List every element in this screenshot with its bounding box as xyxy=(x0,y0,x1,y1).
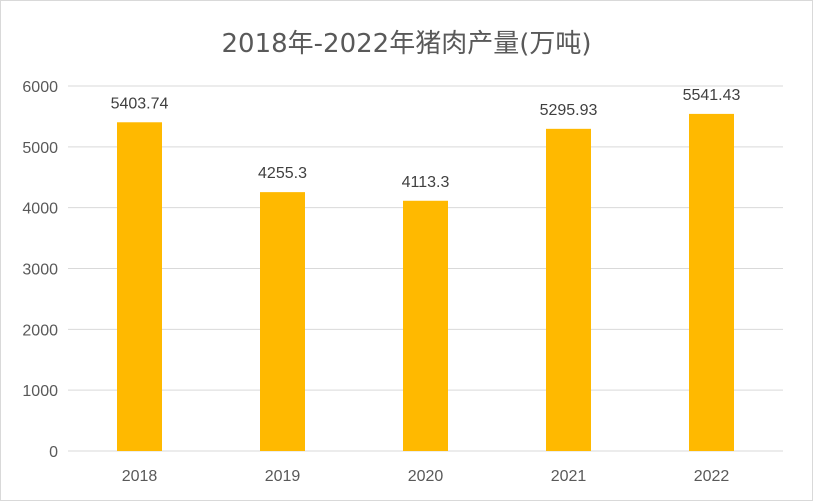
bar-2020 xyxy=(403,200,448,451)
chart-title: 2018年-2022年猪肉产量(万吨) xyxy=(221,29,592,59)
y-tick-label: 6000 xyxy=(22,79,58,96)
data-label-2020: 4113.3 xyxy=(402,174,450,191)
x-tick-label-2019: 2019 xyxy=(265,468,301,485)
x-tick-label-2020: 2020 xyxy=(408,468,444,485)
x-tick-label-2021: 2021 xyxy=(551,468,587,485)
y-tick-label: 0 xyxy=(49,444,58,461)
x-tick-label-2018: 2018 xyxy=(122,468,158,485)
bar-2021 xyxy=(546,128,591,451)
y-tick-label: 4000 xyxy=(22,201,58,218)
data-label-2021: 5295.93 xyxy=(540,102,598,119)
data-label-2022: 5541.43 xyxy=(683,87,741,104)
bar-2019 xyxy=(260,192,305,451)
x-tick-label-2022: 2022 xyxy=(694,468,730,485)
data-label-2018: 5403.74 xyxy=(111,95,169,112)
bar-2022 xyxy=(689,113,734,452)
y-tick-label: 3000 xyxy=(22,262,58,279)
y-tick-label: 5000 xyxy=(22,140,58,157)
data-label-2019: 4255.3 xyxy=(258,165,307,182)
bar-2018 xyxy=(117,122,162,451)
y-tick-label: 2000 xyxy=(22,322,58,339)
y-tick-label: 1000 xyxy=(22,383,58,400)
